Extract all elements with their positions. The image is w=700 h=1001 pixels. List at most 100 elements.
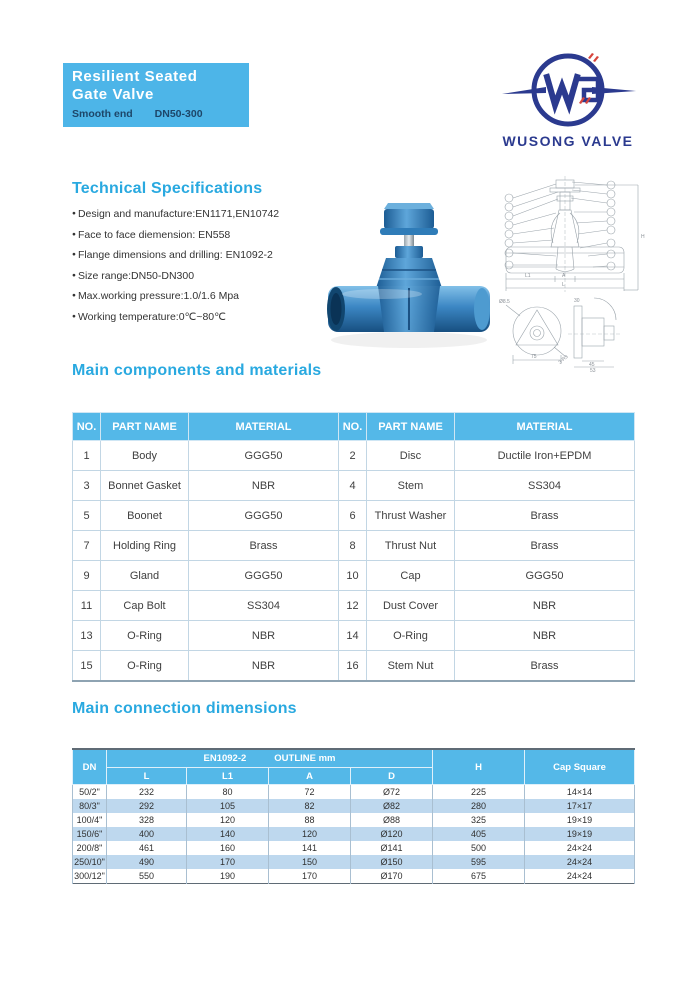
table-cell: Cap Bolt [100, 590, 189, 621]
col-cap-square: Cap Square [524, 748, 636, 785]
table-cell: 5 [72, 500, 101, 531]
title-banner: Resilient Seated Gate Valve Smooth end D… [63, 63, 249, 127]
spec-item: Size range:DN50-DN300 [72, 266, 332, 287]
table-cell: 88 [268, 813, 351, 827]
table-cell: Thrust Washer [366, 500, 455, 531]
table-cell: 292 [106, 799, 187, 813]
table-cell: Gland [100, 560, 189, 591]
table-cell: 461 [106, 841, 187, 855]
table-cell: 24×24 [524, 855, 636, 869]
table-cell: Ø72 [349, 784, 434, 799]
table-row: 1 Body GGG50 2 Disc Ductile Iron+EPDM [72, 440, 635, 471]
table-cell: 200/8" [72, 841, 107, 855]
table-cell: NBR [188, 470, 339, 501]
table-cell: 675 [432, 869, 526, 884]
col-material-2: MATERIAL [454, 412, 635, 441]
table-cell: 150 [268, 855, 351, 869]
table-cell: 11 [72, 590, 101, 621]
gate-valve-photo-icon [327, 203, 490, 348]
table-cell: 19×19 [524, 827, 636, 841]
table-row: 5 Boonet GGG50 6 Thrust Washer Brass [72, 500, 635, 531]
product-photo [322, 190, 496, 364]
table-cell: 8 [338, 530, 367, 561]
col-a: A [268, 767, 351, 785]
table-cell: 14×14 [524, 784, 636, 799]
table-row: 200/8" 461 160 141 Ø141 500 24×24 [72, 841, 636, 855]
table-cell: 100/4" [72, 813, 107, 827]
table-row: 15 O-Ring NBR 16 Stem Nut Brass [72, 650, 635, 682]
table-cell: 4 [338, 470, 367, 501]
components-header-row: NO. PART NAME MATERIAL NO. PART NAME MAT… [72, 412, 635, 441]
table-cell: 7 [72, 530, 101, 561]
table-cell: Ø120 [349, 827, 434, 841]
components-heading: Main components and materials [72, 362, 322, 379]
dimensions-heading: Main connection dimensions [72, 700, 297, 717]
table-cell: 10 [338, 560, 367, 591]
dim-45-label: 45 [589, 362, 595, 368]
table-cell: 550 [106, 869, 187, 884]
table-cell: O-Ring [100, 620, 189, 651]
table-cell: 80/3" [72, 799, 107, 813]
table-cell: 14 [338, 620, 367, 651]
dim-radius-label: 3-R3 [557, 354, 569, 366]
table-cell: GGG50 [188, 440, 339, 471]
size-range-label: DN50-300 [154, 108, 203, 120]
product-title-line2: Gate Valve [72, 86, 154, 103]
end-type-label: Smooth end [72, 108, 133, 120]
table-cell: Brass [454, 530, 635, 561]
standard-label: EN1092-2 [203, 753, 247, 764]
table-cell: 80 [186, 784, 269, 799]
table-cell: 1 [72, 440, 101, 471]
table-cell: 280 [432, 799, 526, 813]
col-no-2: NO. [338, 412, 367, 441]
table-cell: 405 [432, 827, 526, 841]
table-row: 100/4" 328 120 88 Ø88 325 19×19 [72, 813, 636, 827]
outline-unit-label: OUTLINE mm [274, 753, 336, 764]
table-cell: 12 [338, 590, 367, 621]
table-cell: Boonet [100, 500, 189, 531]
table-cell: 15 [72, 650, 101, 682]
technical-drawing: H L1 A L 75 Ø8.5 3-R3 30 45 53 [498, 168, 692, 374]
table-row: 300/12" 550 190 170 Ø170 675 24×24 [72, 869, 636, 884]
table-cell: NBR [454, 620, 635, 651]
table-cell: 19×19 [524, 813, 636, 827]
table-cell: 13 [72, 620, 101, 651]
table-cell: 500 [432, 841, 526, 855]
table-cell: 300/12" [72, 869, 107, 884]
table-cell: Dust Cover [366, 590, 455, 621]
table-row: 11 Cap Bolt SS304 12 Dust Cover NBR [72, 590, 635, 621]
col-h: H [432, 748, 526, 785]
table-cell: 595 [432, 855, 526, 869]
company-logo: WUSONG VALVE [500, 48, 640, 154]
table-cell: GGG50 [454, 560, 635, 591]
table-cell: 120 [268, 827, 351, 841]
table-cell: Ductile Iron+EPDM [454, 440, 635, 471]
table-cell: Ø88 [349, 813, 434, 827]
table-cell: 82 [268, 799, 351, 813]
table-cell: SS304 [454, 470, 635, 501]
dim-h-label: H [641, 234, 645, 240]
table-cell: NBR [188, 620, 339, 651]
table-cell: 160 [186, 841, 269, 855]
table-cell: 400 [106, 827, 187, 841]
tech-specs-list: Design and manufacture:EN1171,EN10742Fac… [72, 204, 332, 327]
table-row: 80/3" 292 105 82 Ø82 280 17×17 [72, 799, 636, 813]
table-cell: SS304 [188, 590, 339, 621]
table-cell: 325 [432, 813, 526, 827]
table-cell: 120 [186, 813, 269, 827]
table-row: 150/6" 400 140 120 Ø120 405 19×19 [72, 827, 636, 841]
table-cell: 232 [106, 784, 187, 799]
col-l1: L1 [186, 767, 269, 785]
table-cell: 9 [72, 560, 101, 591]
table-cell: Ø150 [349, 855, 434, 869]
dim-l1-label: L1 [525, 273, 531, 279]
dimensions-group-header-row: DN EN1092-2 OUTLINE mm H Cap Square [72, 748, 636, 785]
table-cell: Ø82 [349, 799, 434, 813]
table-cell: 2 [338, 440, 367, 471]
col-partname-2: PART NAME [366, 412, 455, 441]
table-cell: 328 [106, 813, 187, 827]
table-cell: Stem [366, 470, 455, 501]
components-table: NO. PART NAME MATERIAL NO. PART NAME MAT… [72, 412, 635, 682]
table-cell: 225 [432, 784, 526, 799]
